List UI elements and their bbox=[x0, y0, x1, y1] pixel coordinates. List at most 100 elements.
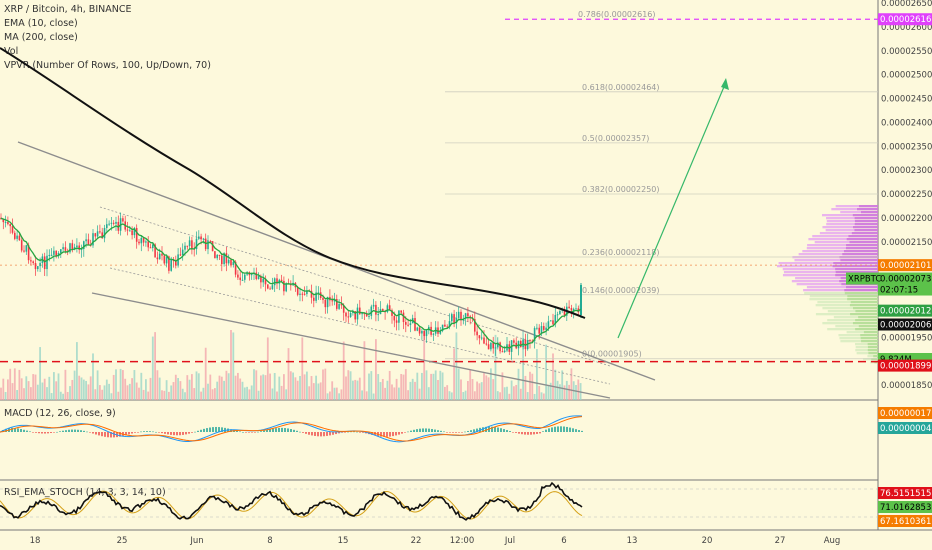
volume-bar bbox=[499, 392, 501, 400]
macd-histogram bbox=[500, 428, 502, 432]
candle bbox=[267, 284, 269, 289]
volume-bar bbox=[163, 390, 166, 400]
volume-bar bbox=[552, 353, 554, 400]
candle bbox=[221, 255, 223, 265]
candle bbox=[370, 306, 373, 316]
volume-bar bbox=[565, 380, 568, 400]
macd-histogram bbox=[188, 432, 190, 434]
volume-bar bbox=[223, 380, 225, 400]
tag-last-high: 0.00002101 bbox=[880, 261, 931, 271]
volume-bar bbox=[531, 373, 534, 400]
volume-bar bbox=[398, 387, 400, 400]
tag-countdown-bg bbox=[878, 283, 932, 296]
candle bbox=[299, 293, 301, 295]
candle bbox=[4, 221, 7, 223]
stoch-legend[interactable]: RSI_EMA_STOCH (14, 3, 3, 14, 10) bbox=[4, 487, 166, 498]
candle bbox=[211, 241, 214, 252]
macd-histogram bbox=[113, 432, 115, 438]
volume-bar bbox=[563, 385, 566, 400]
volume-bar bbox=[427, 387, 430, 400]
vpvr-bar-up bbox=[833, 262, 878, 265]
volume-bar bbox=[110, 393, 113, 400]
vpvr-bar bbox=[796, 283, 878, 286]
indicator-ema[interactable]: EMA (10, close) bbox=[4, 18, 78, 29]
chart-title: XRP / Bitcoin, 4h, BINANCE bbox=[4, 4, 132, 15]
volume-bar bbox=[283, 374, 285, 400]
volume-bar bbox=[36, 384, 39, 400]
price-tick: 0.00002400 bbox=[881, 118, 932, 128]
volume-bar bbox=[158, 377, 161, 400]
candle bbox=[195, 238, 198, 250]
candle bbox=[405, 322, 407, 325]
macd-legend[interactable]: MACD (12, 26, close, 9) bbox=[4, 408, 116, 419]
vpvr-bar-up bbox=[855, 310, 878, 313]
volume-bar bbox=[340, 389, 343, 400]
volume-bar bbox=[161, 390, 163, 400]
volume-bar bbox=[542, 393, 545, 400]
volume-bar bbox=[78, 375, 81, 400]
price-tick: 0.00002600 bbox=[881, 23, 932, 33]
fib-label: 0.382(0.00002250) bbox=[582, 185, 660, 194]
volume-bar bbox=[280, 385, 283, 400]
volume-bar bbox=[570, 368, 573, 400]
candle bbox=[202, 238, 205, 240]
vpvr-bar bbox=[803, 289, 878, 292]
time-tick: 20 bbox=[702, 536, 713, 546]
vpvr-bar bbox=[794, 259, 878, 262]
price-axis: 0.00002650 0.00002600 0.00002550 0.00002500… bbox=[846, 0, 932, 527]
vpvr-bar-up bbox=[858, 325, 878, 328]
macd-histogram bbox=[62, 430, 64, 432]
candle bbox=[538, 327, 540, 334]
candle bbox=[363, 313, 366, 315]
volume-bar bbox=[395, 378, 398, 400]
macd-histogram bbox=[296, 430, 298, 432]
macd-histogram bbox=[269, 429, 271, 432]
volume-bar bbox=[278, 376, 281, 400]
candle bbox=[398, 310, 400, 323]
candle bbox=[223, 253, 225, 265]
price-tick: 0.00002200 bbox=[881, 214, 932, 224]
candle bbox=[168, 256, 170, 271]
volume-bar bbox=[105, 379, 108, 400]
indicator-vol[interactable]: Vol bbox=[4, 46, 19, 57]
candle bbox=[273, 278, 276, 286]
candle bbox=[543, 326, 545, 330]
volume-bar bbox=[439, 370, 442, 400]
vpvr-bar-up bbox=[860, 334, 878, 337]
macd-histogram bbox=[437, 430, 439, 432]
macd-histogram bbox=[185, 432, 187, 435]
volume-bar bbox=[561, 370, 564, 400]
indicator-ma[interactable]: MA (200, close) bbox=[4, 32, 78, 43]
volume-bar bbox=[248, 389, 251, 400]
projection-arrow bbox=[617, 81, 727, 339]
volume-bar bbox=[154, 332, 156, 400]
volume-bar bbox=[358, 377, 361, 400]
price-tick: 0.00001850 bbox=[881, 381, 932, 391]
candle bbox=[467, 313, 469, 317]
indicator-vpvr[interactable]: VPVR (Number Of Rows, 100, Up/Down, 70) bbox=[4, 60, 211, 71]
macd-histogram bbox=[89, 432, 91, 433]
candle bbox=[310, 290, 313, 298]
macd-histogram bbox=[443, 431, 445, 433]
candle bbox=[175, 261, 177, 266]
vpvr-bar-up bbox=[852, 214, 878, 217]
candle bbox=[16, 235, 18, 239]
macd-histogram bbox=[68, 429, 70, 432]
candle bbox=[301, 293, 304, 295]
volume-bar bbox=[46, 387, 48, 400]
vpvr-bar-up bbox=[840, 259, 878, 262]
volume-bar bbox=[423, 330, 426, 400]
tag-stoch-k: 76.51515152 bbox=[880, 489, 932, 499]
fib-levels: 0.786(0.00002616) 0.618(0.00002464) 0.5(0.… bbox=[0, 10, 878, 363]
symbol-tag-bg bbox=[846, 272, 878, 285]
candle bbox=[131, 230, 133, 236]
candle bbox=[156, 257, 159, 260]
macd-histogram bbox=[101, 432, 103, 437]
macd-histogram bbox=[239, 431, 241, 433]
macd-histogram bbox=[125, 432, 127, 436]
vpvr-bar-up bbox=[854, 220, 878, 223]
vpvr-bar-up bbox=[844, 289, 878, 292]
candle bbox=[499, 342, 501, 352]
volume-bar bbox=[457, 368, 460, 400]
